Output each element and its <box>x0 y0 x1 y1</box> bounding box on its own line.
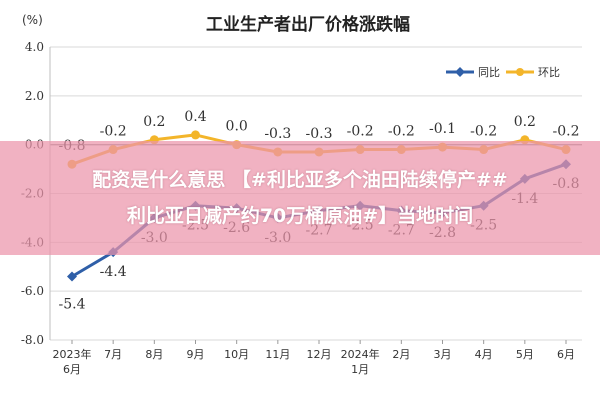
y-tick-label: 2.0 <box>25 89 44 103</box>
mom-data-label: 0.0 <box>226 119 248 135</box>
x-tick-label: 9月 <box>187 348 205 361</box>
mom-data-label: -0.2 <box>388 124 415 140</box>
x-tick-label: 3月 <box>434 348 452 361</box>
mom-data-label: -0.2 <box>347 124 374 140</box>
yoy-point <box>67 271 77 282</box>
mom-data-label: 0.2 <box>143 114 165 130</box>
y-tick-label: -8.0 <box>21 333 44 347</box>
x-tick-label: 4月 <box>475 348 493 361</box>
yoy-data-label: -5.4 <box>59 297 86 313</box>
legend-yoy-marker <box>455 67 465 77</box>
mom-data-label: -0.2 <box>553 124 580 140</box>
x-tick-label: 11月 <box>265 348 290 361</box>
mom-data-label: 0.2 <box>514 114 536 130</box>
mom-data-label: -0.2 <box>470 124 497 140</box>
mom-data-label: -0.3 <box>306 126 333 142</box>
promo-text-overlay: 配资是什么意思 【#利比亚多个油田陆续停产## 利比亚日减产约70万桶原油#】当… <box>0 141 600 255</box>
legend-mom-marker <box>516 68 524 76</box>
legend-mom-label: 环比 <box>538 66 560 79</box>
mom-point <box>191 130 200 140</box>
x-tick-label: 10月 <box>224 348 249 361</box>
mom-data-label: -0.2 <box>100 124 127 140</box>
x-tick-label: 2月 <box>392 348 410 361</box>
overlay-line-2: 利比亚日减产约70万桶原油#】当地时间 <box>126 205 474 227</box>
y-tick-label: -6.0 <box>21 284 44 298</box>
mom-data-label: -0.3 <box>264 126 291 142</box>
x-tick-label: 2024年 1月 <box>341 347 380 376</box>
mom-data-label: -0.1 <box>429 121 456 137</box>
x-tick-label: 7月 <box>104 348 122 361</box>
y-unit-label: (%) <box>22 13 43 27</box>
legend-yoy-label: 同比 <box>478 66 500 79</box>
x-tick-label: 12月 <box>307 348 332 361</box>
x-tick-label: 6月 <box>557 348 575 361</box>
x-tick-label: 2023年 6月 <box>53 347 92 376</box>
legend: 同比 环比 <box>446 66 560 79</box>
overlay-line-1: 配资是什么意思 【#利比亚多个油田陆续停产## <box>92 169 508 191</box>
x-tick-label: 8月 <box>145 348 163 361</box>
mom-data-label: 0.4 <box>184 109 206 125</box>
y-tick-label: 4.0 <box>25 40 44 54</box>
chart-title: 工业生产者出厂价格涨跌幅 <box>206 14 410 35</box>
yoy-data-label: -4.4 <box>100 264 127 280</box>
x-tick-label: 5月 <box>516 348 534 361</box>
